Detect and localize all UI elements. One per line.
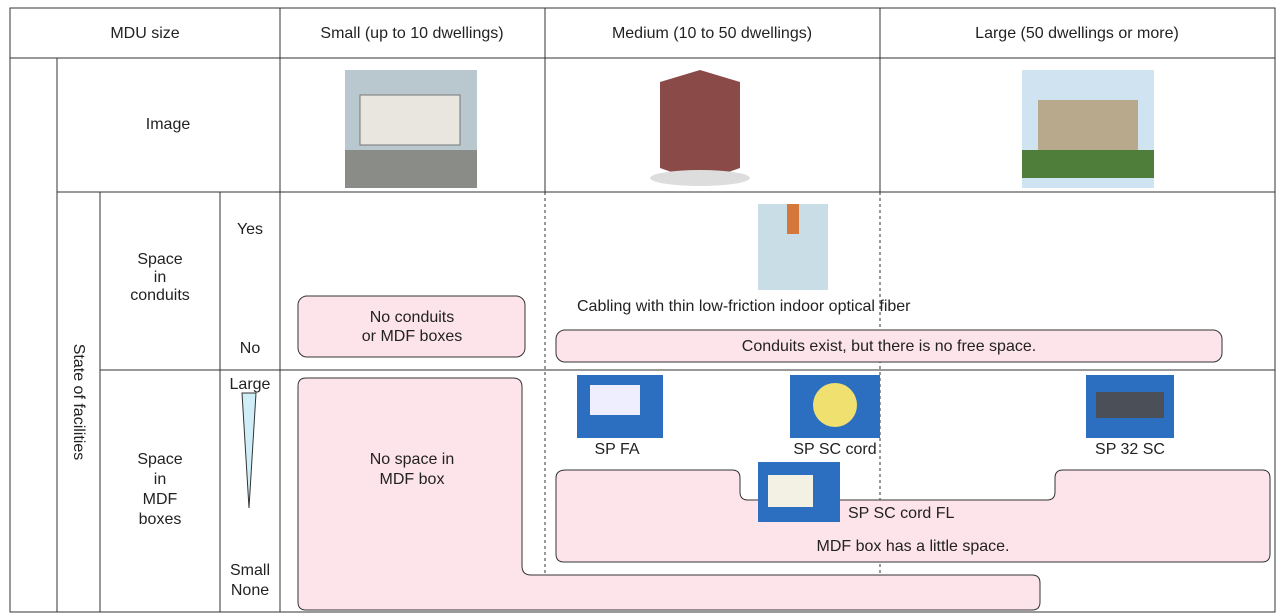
- caption: SP FA: [594, 441, 639, 458]
- photo-building: [660, 70, 740, 182]
- photo-building: [1038, 100, 1138, 155]
- product-photo-item: [813, 383, 857, 427]
- header-cell: Small (up to 10 dwellings): [320, 25, 503, 42]
- state-label: State of facilities: [70, 344, 87, 461]
- product-photo-item: [590, 385, 640, 415]
- row-label: Image: [146, 116, 191, 133]
- header-cell: Medium (10 to 50 dwellings): [612, 25, 812, 42]
- box-text: or MDF boxes: [362, 328, 462, 345]
- header-cell: Large (50 dwellings or more): [975, 25, 1179, 42]
- box-text: Conduits exist, but there is no free spa…: [742, 338, 1036, 355]
- row-label: boxes: [139, 511, 182, 528]
- fiber-photo-conduit: [787, 204, 799, 234]
- building-photo: [650, 70, 750, 186]
- row-label: conduits: [130, 287, 190, 304]
- photo-shadow: [650, 170, 750, 186]
- product-photo-item: [1096, 392, 1164, 418]
- caption: SP SC cord: [793, 441, 876, 458]
- status-box: [555, 469, 1271, 563]
- caption: SP SC cord FL: [848, 505, 955, 522]
- row-label: MDF: [143, 491, 178, 508]
- row-label: Space: [137, 451, 182, 468]
- status-box: [555, 329, 1223, 363]
- level-label: Small: [230, 562, 270, 579]
- photo-trees: [1022, 150, 1154, 178]
- level-label: Yes: [237, 221, 263, 238]
- row-label: in: [154, 269, 166, 286]
- level-label: Large: [230, 376, 271, 393]
- row-label: in: [154, 471, 166, 488]
- box-text: No conduits: [370, 309, 455, 326]
- level-label: No: [240, 340, 261, 357]
- photo-road: [345, 150, 477, 188]
- size-wedge: [241, 392, 257, 509]
- status-box: [297, 295, 526, 358]
- product-photo-item: [768, 475, 813, 507]
- table-border: [9, 7, 1276, 613]
- box-text: MDF box has a little space.: [817, 538, 1010, 555]
- building-photo: [1022, 70, 1154, 188]
- status-box: [297, 377, 1041, 611]
- caption: Cabling with thin low-friction indoor op…: [577, 298, 911, 315]
- row-label: Space: [137, 251, 182, 268]
- level-label: None: [231, 582, 269, 599]
- box-text: No space in: [370, 451, 455, 468]
- photo-building: [359, 94, 461, 146]
- header-cell: MDU size: [110, 25, 179, 42]
- caption: SP 32 SC: [1095, 441, 1165, 458]
- box-text: MDF box: [380, 471, 445, 488]
- building-photo: [345, 70, 477, 188]
